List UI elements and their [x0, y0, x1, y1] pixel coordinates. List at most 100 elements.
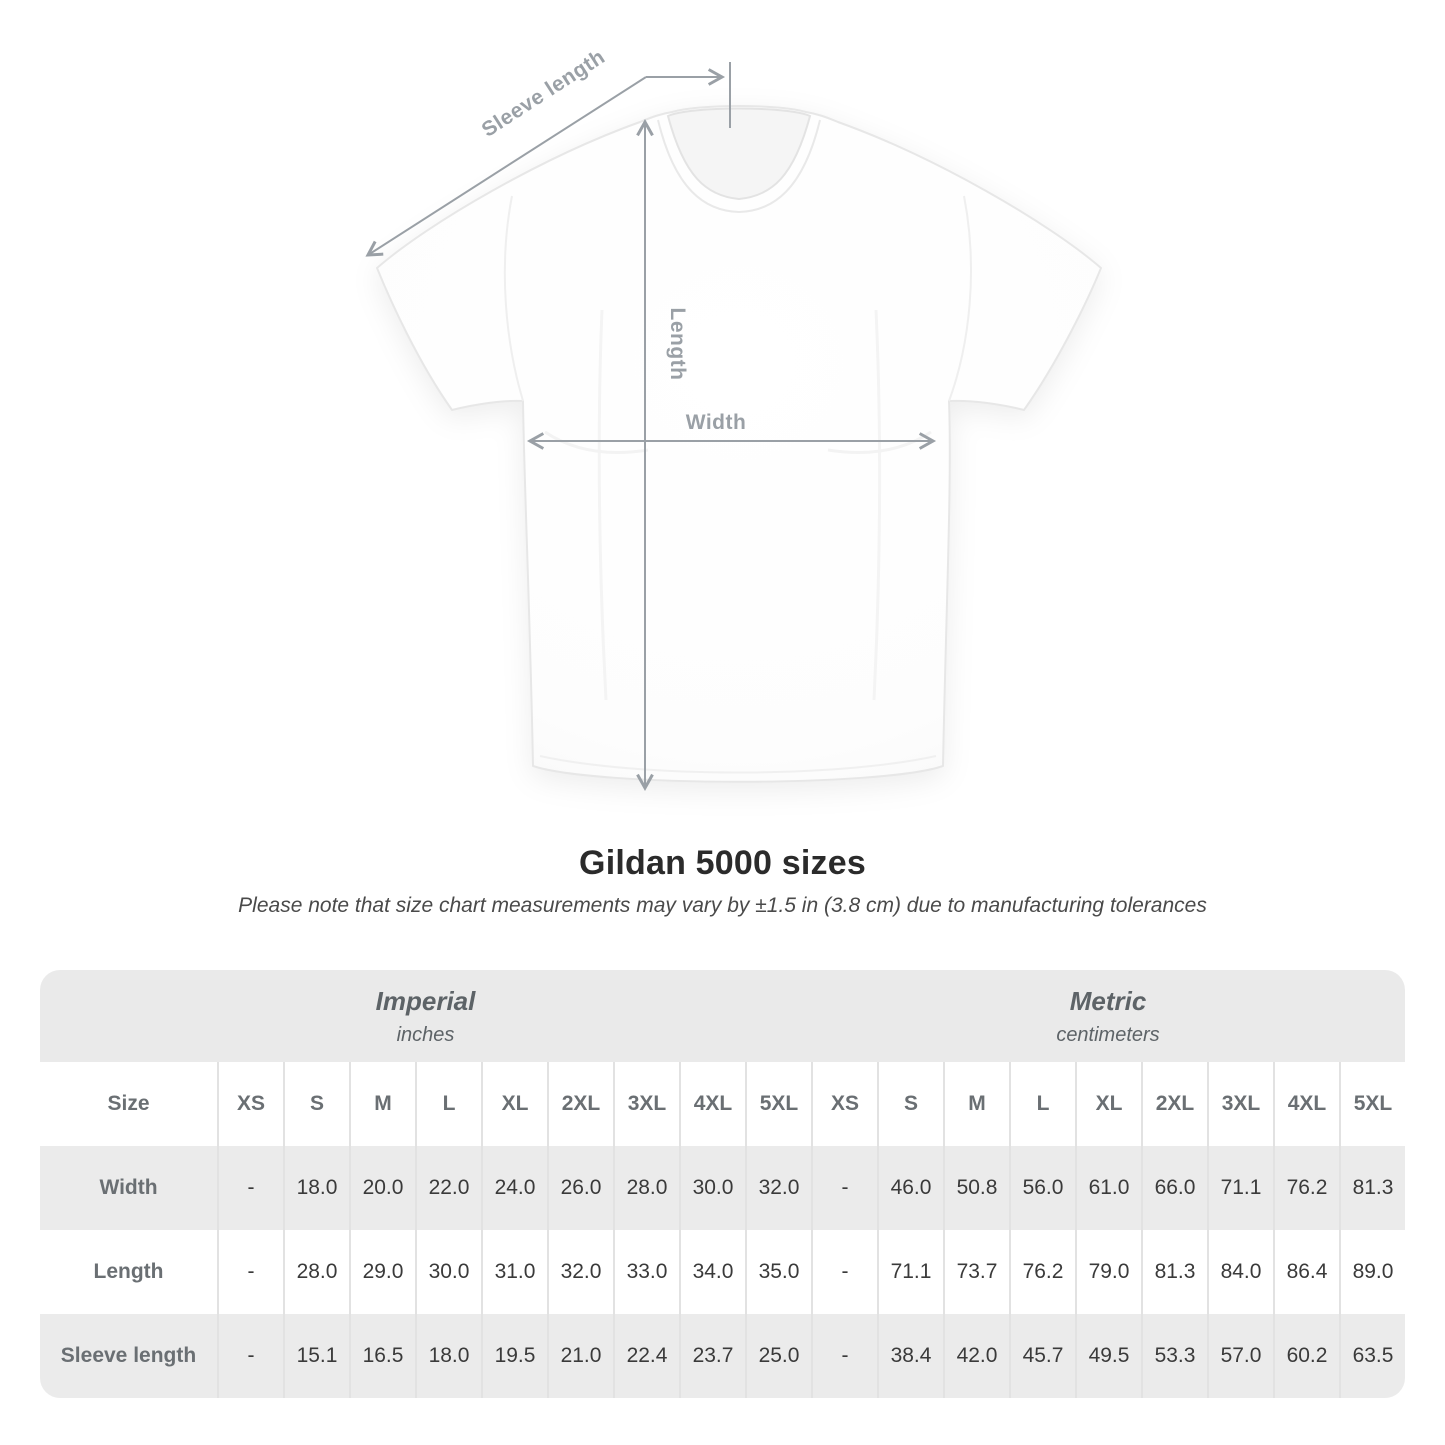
size-header-cell: S [877, 1062, 943, 1146]
value-cell: 25.0 [745, 1314, 811, 1398]
collar-band-seam [657, 119, 821, 214]
size-header-cell: 4XL [1273, 1062, 1339, 1146]
tolerance-note: Please note that size chart measurements… [238, 894, 1207, 917]
page-title: Gildan 5000 sizes [579, 844, 866, 882]
width-metric-values: -46.0 50.8 56.0 61.0 66.0 71.1 76.2 81.3 [811, 1146, 1405, 1230]
value-cell: 63.5 [1339, 1314, 1405, 1398]
tshirt-measurement-diagram: Sleeve length Length Width [365, 45, 1102, 792]
size-chart-table: Imperial inches Metric centimeters Size … [40, 970, 1405, 1398]
value-cell: 15.1 [283, 1314, 349, 1398]
value-cell: 22.0 [415, 1146, 481, 1230]
value-cell: 24.0 [481, 1146, 547, 1230]
size-header-cell: XL [1075, 1062, 1141, 1146]
value-cell: 38.4 [877, 1314, 943, 1398]
unit-group-band: Imperial inches Metric centimeters [40, 970, 1405, 1062]
size-header-cell: 3XL [613, 1062, 679, 1146]
value-cell: 18.0 [415, 1314, 481, 1398]
value-cell: 23.7 [679, 1314, 745, 1398]
value-cell: 45.7 [1009, 1314, 1075, 1398]
size-column-header: Size [107, 1092, 150, 1115]
value-cell: 46.0 [877, 1146, 943, 1230]
value-cell: 30.0 [415, 1230, 481, 1314]
value-cell: 73.7 [943, 1230, 1009, 1314]
value-cell: - [217, 1314, 283, 1398]
tshirt-diagram-svg: Sleeve length Length Width [365, 45, 1102, 792]
value-cell: 53.3 [1141, 1314, 1207, 1398]
metric-group-unit: centimeters [1056, 1023, 1160, 1046]
value-cell: - [811, 1230, 877, 1314]
width-label: Width [686, 411, 747, 434]
size-header-cell: L [1009, 1062, 1075, 1146]
row-label: Width [99, 1176, 158, 1199]
value-cell: 56.0 [1009, 1146, 1075, 1230]
size-header-cell: S [283, 1062, 349, 1146]
sleeve-metric-values: -38.4 42.0 45.7 49.5 53.3 57.0 60.2 63.5 [811, 1314, 1405, 1398]
size-header-cell: 5XL [1339, 1062, 1405, 1146]
length-label: Length [666, 308, 689, 381]
tshirt-image [376, 105, 1102, 783]
value-cell: 26.0 [547, 1146, 613, 1230]
size-header-cell: XL [481, 1062, 547, 1146]
value-cell: 19.5 [481, 1314, 547, 1398]
value-cell: 32.0 [547, 1230, 613, 1314]
size-header-cell: XS [811, 1062, 877, 1146]
value-cell: 34.0 [679, 1230, 745, 1314]
imperial-group-unit: inches [396, 1023, 455, 1046]
value-cell: 22.4 [613, 1314, 679, 1398]
value-cell: 42.0 [943, 1314, 1009, 1398]
size-header-row: Size XS S M L XL 2XL 3XL 4XL 5XL XS S M L XL 2XL 3XL 4X… [40, 1062, 1405, 1146]
size-header-cell: 2XL [1141, 1062, 1207, 1146]
value-cell: 33.0 [613, 1230, 679, 1314]
value-cell: - [217, 1230, 283, 1314]
value-cell: 86.4 [1273, 1230, 1339, 1314]
value-cell: - [811, 1314, 877, 1398]
value-cell: 79.0 [1075, 1230, 1141, 1314]
value-cell: 61.0 [1075, 1146, 1141, 1230]
value-cell: 18.0 [283, 1146, 349, 1230]
size-header-cell: 2XL [547, 1062, 613, 1146]
value-cell: 50.8 [943, 1146, 1009, 1230]
value-cell: 31.0 [481, 1230, 547, 1314]
length-metric-values: -71.1 73.7 76.2 79.0 81.3 84.0 86.4 89.0 [811, 1230, 1405, 1314]
sleeve-length-dimension-line [365, 62, 731, 257]
value-cell: 49.5 [1075, 1314, 1141, 1398]
size-header-cell: M [943, 1062, 1009, 1146]
value-cell: 76.2 [1009, 1230, 1075, 1314]
value-cell: 57.0 [1207, 1314, 1273, 1398]
value-cell: 76.2 [1273, 1146, 1339, 1230]
value-cell: 60.2 [1273, 1314, 1339, 1398]
collar-opening [666, 107, 812, 201]
value-cell: 89.0 [1339, 1230, 1405, 1314]
size-header-cell: M [349, 1062, 415, 1146]
value-cell: - [217, 1146, 283, 1230]
value-cell: 16.5 [349, 1314, 415, 1398]
value-cell: 29.0 [349, 1230, 415, 1314]
metric-size-headers: XS S M L XL 2XL 3XL 4XL 5XL [811, 1062, 1405, 1146]
metric-group-header: Metric centimeters [811, 970, 1405, 1062]
table-row-width: Width -18.0 20.0 22.0 24.0 26.0 28.0 30.0 32.0 … [40, 1146, 1405, 1230]
row-label: Length [93, 1260, 164, 1283]
value-cell: 28.0 [613, 1146, 679, 1230]
width-imperial-values: -18.0 20.0 22.0 24.0 26.0 28.0 30.0 32.0 [217, 1146, 811, 1230]
metric-group-label: Metric [1069, 985, 1147, 1016]
value-cell: 20.0 [349, 1146, 415, 1230]
row-label: Sleeve length [60, 1344, 197, 1367]
size-header-cell: 4XL [679, 1062, 745, 1146]
value-cell: 71.1 [1207, 1146, 1273, 1230]
value-cell: 81.3 [1141, 1230, 1207, 1314]
table-row-length: Length -28.0 29.0 30.0 31.0 32.0 33.0 34.0 35.0… [40, 1230, 1405, 1314]
imperial-group-label: Imperial [375, 985, 476, 1016]
sleeve-length-label: Sleeve length [478, 45, 610, 142]
value-cell: 30.0 [679, 1146, 745, 1230]
imperial-size-headers: XS S M L XL 2XL 3XL 4XL 5XL [217, 1062, 811, 1146]
size-header-cell: L [415, 1062, 481, 1146]
value-cell: 35.0 [745, 1230, 811, 1314]
value-cell: 84.0 [1207, 1230, 1273, 1314]
value-cell: 71.1 [877, 1230, 943, 1314]
value-cell: 66.0 [1141, 1146, 1207, 1230]
value-cell: - [811, 1146, 877, 1230]
value-cell: 28.0 [283, 1230, 349, 1314]
length-imperial-values: -28.0 29.0 30.0 31.0 32.0 33.0 34.0 35.0 [217, 1230, 811, 1314]
sleeve-imperial-values: -15.1 16.5 18.0 19.5 21.0 22.4 23.7 25.0 [217, 1314, 811, 1398]
